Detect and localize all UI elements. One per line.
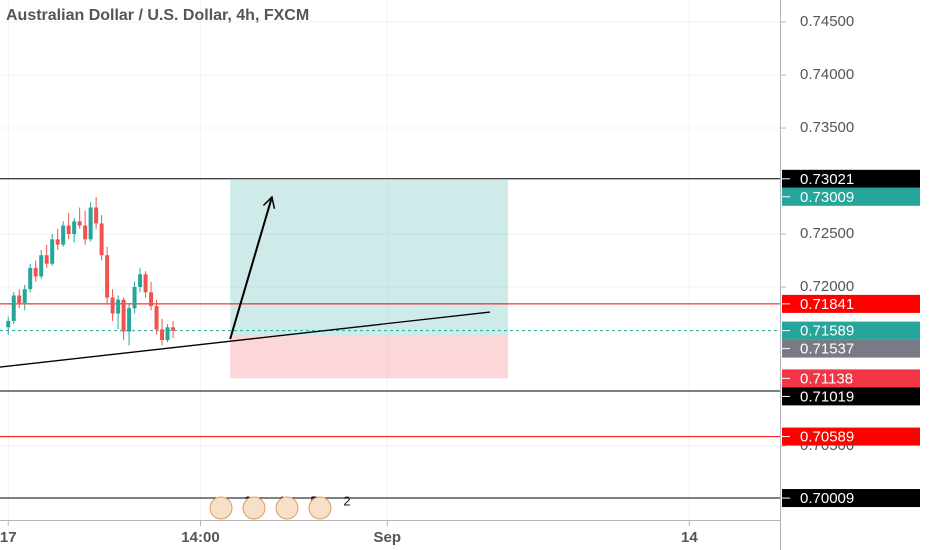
x-tick-label: Sep xyxy=(373,529,401,546)
candle-body xyxy=(22,289,27,303)
candle-body xyxy=(88,207,93,240)
candle-body xyxy=(83,225,88,240)
candle-body xyxy=(66,225,71,235)
price-label: 0.70009 xyxy=(800,490,854,507)
trend-line xyxy=(0,311,491,368)
candle-body xyxy=(17,295,22,303)
candle-body xyxy=(6,320,11,328)
candle-body xyxy=(110,297,115,314)
candle-body xyxy=(116,299,121,314)
y-tick-label: 0.74000 xyxy=(800,66,854,83)
y-tick-label: 0.72000 xyxy=(800,278,854,295)
price-label-box xyxy=(782,489,920,508)
candle-body xyxy=(154,306,159,330)
price-label-box xyxy=(782,294,920,313)
price-label: 0.71019 xyxy=(800,388,854,405)
y-tick-label: 0.74500 xyxy=(800,13,854,30)
x-tick-label: 14 xyxy=(681,529,698,546)
candle-body xyxy=(50,239,55,264)
arrow xyxy=(229,196,273,340)
price-label-box xyxy=(782,339,920,358)
event-count: 2 xyxy=(343,493,350,508)
x-tick-label: 14:00 xyxy=(181,529,219,546)
candle-body xyxy=(11,295,16,321)
x-tick-label: 17 xyxy=(0,529,17,546)
candle-body xyxy=(143,274,148,293)
price-label-box xyxy=(782,321,920,340)
candle-body xyxy=(149,292,154,307)
y-tick-label: 0.72500 xyxy=(800,225,854,242)
price-label-box xyxy=(782,369,920,388)
price-label-box xyxy=(782,427,920,446)
profit-zone xyxy=(230,180,509,337)
candle-body xyxy=(171,327,176,331)
candle-body xyxy=(61,225,66,245)
event-badge[interactable] xyxy=(275,496,299,520)
candle-body xyxy=(105,255,110,298)
candle-body xyxy=(28,267,33,290)
candle-body xyxy=(39,255,44,277)
candle-body xyxy=(99,223,104,256)
candle-body xyxy=(72,221,77,235)
price-label-box xyxy=(782,187,920,206)
candle-body xyxy=(55,239,60,245)
loss-zone xyxy=(230,336,509,379)
candle-body xyxy=(33,267,38,277)
candle-body xyxy=(127,308,132,332)
price-label: 0.71589 xyxy=(800,323,854,340)
candle-body xyxy=(121,299,126,332)
candle-body xyxy=(94,207,99,224)
price-label: 0.73009 xyxy=(800,189,854,206)
price-label: 0.71841 xyxy=(800,296,854,313)
candle-body xyxy=(77,221,82,226)
chart-title: Australian Dollar / U.S. Dollar, 4h, FXC… xyxy=(6,7,309,24)
y-tick-label: 0.73500 xyxy=(800,119,854,136)
candle-body xyxy=(132,287,137,309)
event-badge[interactable] xyxy=(242,496,266,520)
candle-body xyxy=(165,327,170,341)
candle-body xyxy=(138,274,143,288)
price-label: 0.71138 xyxy=(800,370,853,387)
price-label: 0.71537 xyxy=(800,341,854,358)
arrow-head xyxy=(262,195,276,209)
candle-body xyxy=(160,329,165,341)
event-badge[interactable] xyxy=(308,496,332,520)
price-label-box xyxy=(782,169,920,188)
price-label: 0.70589 xyxy=(800,429,854,446)
price-label: 0.73021 xyxy=(800,171,854,188)
event-badge[interactable] xyxy=(209,496,233,520)
price-label-box xyxy=(782,387,920,406)
candle-body xyxy=(44,255,49,264)
